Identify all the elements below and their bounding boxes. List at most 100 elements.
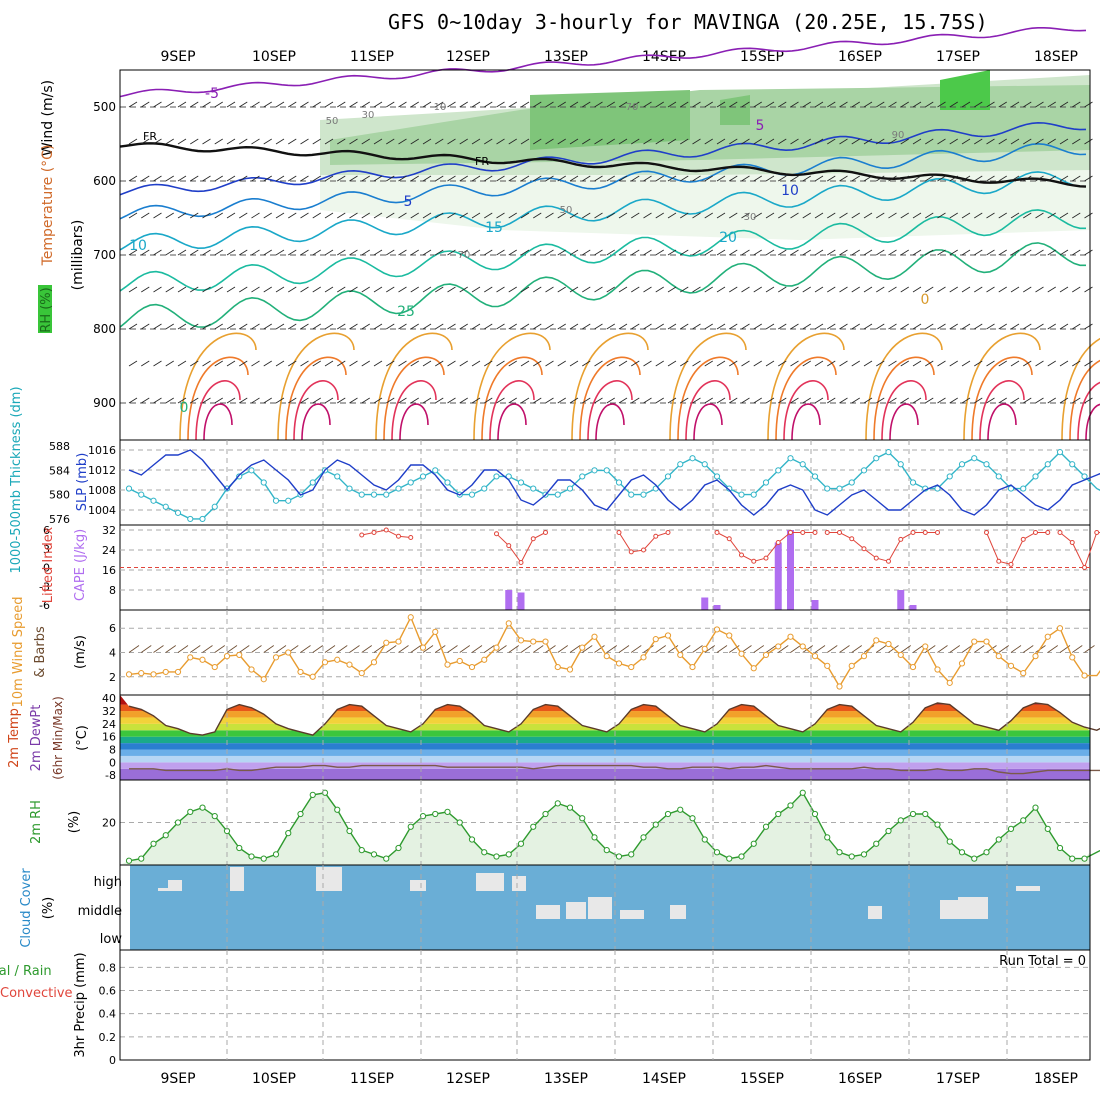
cape-bar (774, 542, 782, 610)
wind-speed-line-point (542, 638, 549, 645)
wind-barb (1059, 101, 1069, 108)
pressure-tick-label: 600 (93, 174, 116, 188)
wind-barb (900, 249, 909, 256)
thickness-line-point (517, 479, 525, 486)
wind-barb (226, 360, 236, 367)
wind-barb (655, 397, 664, 404)
rh-contour-label: 30 (744, 212, 757, 223)
wind-barb (410, 323, 419, 330)
wind-barb (459, 138, 468, 145)
wind-barb (839, 645, 850, 653)
wind-barb (851, 645, 862, 653)
li-point (543, 530, 548, 535)
wind-barb (545, 212, 554, 219)
axis-label-barbs: & Barbs (33, 626, 48, 678)
wind-barb (1059, 249, 1069, 256)
wind-barb (1084, 101, 1093, 108)
wind-barb (337, 212, 346, 219)
temp-tick-label: 8 (109, 744, 116, 757)
wind-barb (128, 212, 138, 219)
isotherm-label: 10 (781, 183, 799, 199)
wind-barb (398, 249, 407, 256)
rh-line-point (309, 791, 316, 798)
rh-line-point (971, 855, 978, 862)
rh-line-point (125, 857, 133, 864)
li-point (726, 536, 732, 542)
wind-barb (680, 397, 689, 404)
wind-barb (827, 397, 836, 404)
rh-contour-label: 70 (458, 250, 471, 261)
wind-barb (471, 212, 481, 219)
li-point (996, 558, 1002, 564)
thickness-line-point (1044, 461, 1051, 468)
wind-barb (337, 101, 346, 108)
wind-barb (569, 645, 581, 653)
wind-barb (1047, 645, 1058, 653)
wind-speed-line-point (530, 638, 537, 645)
wind-speed-line-point (468, 663, 476, 671)
wind-barb (802, 323, 811, 330)
wind-barb (349, 323, 358, 330)
wind-barb (386, 645, 397, 653)
warm-isotherm-loop (587, 380, 633, 441)
thickness-line-point (150, 497, 157, 504)
wind-barb (741, 101, 750, 108)
li-point (1020, 536, 1026, 542)
wind-barb (925, 249, 934, 256)
wind-barb (190, 249, 199, 256)
temp-color-band (120, 755, 1090, 763)
wind-barb (594, 175, 603, 182)
date-label-bottom: 12SEP (446, 1071, 490, 1087)
cloud-bar (316, 867, 342, 891)
wind-barb (900, 645, 911, 653)
wind-barb (729, 286, 738, 293)
wind-barb (998, 212, 1007, 219)
wind-speed-line-point (383, 639, 390, 646)
rh-line-point (603, 847, 610, 854)
wind-barb (422, 323, 432, 330)
wind-barb (716, 323, 726, 330)
wind-barb (337, 323, 346, 330)
wind-barb (251, 286, 260, 293)
wind-barb (569, 138, 579, 145)
wind-barb (778, 323, 787, 330)
wind-barb (1072, 645, 1083, 653)
wind-speed-line-point (334, 656, 341, 663)
warm-isotherm-loop (473, 332, 551, 441)
li-point (775, 540, 781, 545)
thickness-line-point (958, 461, 966, 468)
wind-barb (324, 101, 334, 108)
wind-barb (484, 101, 493, 108)
thickness-line-point (787, 455, 794, 462)
precip-tick-label: 0.6 (99, 985, 117, 998)
rh-line-point (689, 815, 696, 822)
wind-speed-line-point (370, 659, 378, 666)
wind-barb (680, 249, 689, 256)
wind-barb (128, 397, 138, 404)
warm-isotherm-loop (783, 380, 829, 441)
wind-barb (863, 397, 873, 404)
wind-barb (569, 249, 579, 256)
wind-barb (508, 175, 517, 182)
wind-speed-line-point (456, 657, 463, 665)
rh-line-point (848, 853, 855, 860)
rh-line-point (934, 821, 941, 828)
wind-barb (324, 175, 334, 182)
wind-barb (974, 323, 983, 330)
thickness-line-point (187, 515, 194, 523)
thickness-line-point (370, 491, 378, 498)
li-point (1057, 530, 1063, 535)
wind-barb (545, 360, 554, 367)
wind-barb (141, 360, 150, 367)
wind-barb (937, 212, 946, 219)
wind-speed-line-point (701, 645, 708, 652)
wind-barb (1035, 323, 1044, 330)
wind-barb (484, 138, 493, 145)
thickness-line-point (162, 503, 169, 510)
li-point (653, 533, 659, 539)
wind-barb (300, 645, 311, 653)
wind-barb (741, 175, 750, 182)
wind-speed-line-point (750, 665, 757, 672)
